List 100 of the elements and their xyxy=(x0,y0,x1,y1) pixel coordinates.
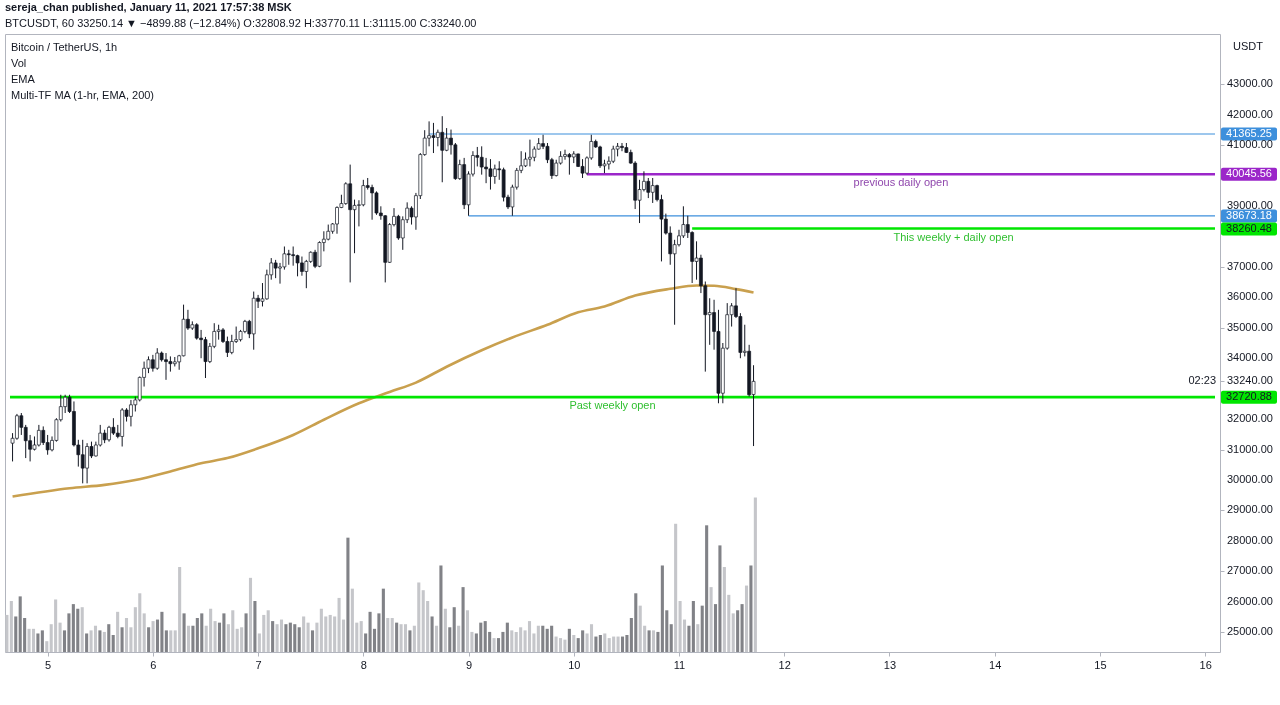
y-tick-label: 41000.00 xyxy=(1227,138,1273,151)
annotation: EMA xyxy=(11,73,36,85)
bar xyxy=(647,630,651,652)
bar xyxy=(284,624,288,652)
bar xyxy=(27,628,31,652)
bar xyxy=(744,585,749,652)
x-tick-label: 10 xyxy=(568,658,581,671)
bar xyxy=(71,604,75,652)
series-label: This weekly + daily open xyxy=(893,230,1014,243)
candlestick xyxy=(229,334,234,355)
y-axis-title: USDT xyxy=(1233,40,1264,52)
bar xyxy=(527,621,532,652)
y-tick-label: 43000.00 xyxy=(1227,77,1273,90)
y-tick-label: 37000.00 xyxy=(1227,259,1273,272)
text: Bitcoin / TetherUS, 1h xyxy=(11,41,118,53)
bar xyxy=(465,610,470,652)
bar xyxy=(266,610,270,652)
bar xyxy=(191,625,195,652)
bar xyxy=(138,593,142,652)
bar xyxy=(603,633,607,652)
bar xyxy=(89,630,93,652)
candlestick xyxy=(80,439,85,484)
bar xyxy=(550,625,554,652)
bar xyxy=(240,627,244,652)
line-series xyxy=(11,284,755,498)
bar xyxy=(213,621,217,652)
bar xyxy=(722,567,726,652)
series-label: previous daily open xyxy=(853,176,949,189)
bar xyxy=(572,635,576,652)
bar xyxy=(231,610,235,652)
data-label: 40045.56 xyxy=(1226,167,1272,180)
bar xyxy=(616,636,620,652)
bar xyxy=(399,624,403,652)
bar xyxy=(5,614,9,652)
bar xyxy=(302,616,306,652)
x-tick-label: 11 xyxy=(673,658,686,671)
bar xyxy=(439,565,443,652)
x-tick-label: 9 xyxy=(465,658,473,671)
bar xyxy=(271,621,275,652)
text: BTCUSDT, 60 33250.14 ▼ −4899.88 (−12.84%) O:32808.92 H:33770.11 L:31115.00 C:33240.00 xyxy=(5,17,477,29)
bar xyxy=(687,625,691,652)
bar xyxy=(554,636,558,652)
bar xyxy=(364,633,368,652)
bar xyxy=(612,636,616,652)
series-label: Past weekly open xyxy=(569,399,656,412)
bar xyxy=(182,613,186,652)
bar xyxy=(18,596,22,652)
bar xyxy=(536,625,540,652)
data-label: 41365.25 xyxy=(1226,127,1272,139)
bar xyxy=(288,622,292,652)
bar xyxy=(408,630,412,652)
bar xyxy=(222,613,226,652)
bar xyxy=(279,619,284,652)
bar xyxy=(660,565,664,652)
bar xyxy=(319,608,323,652)
bar xyxy=(31,628,36,652)
data-label: 38260.48 xyxy=(1226,221,1272,234)
bar xyxy=(479,622,483,652)
bar xyxy=(705,525,709,652)
bar xyxy=(691,601,695,652)
y-tick-label: 26000.00 xyxy=(1227,594,1273,607)
candlestick xyxy=(650,177,655,204)
data-label: 32720.88 xyxy=(1226,390,1272,403)
bar xyxy=(178,567,182,652)
data-label: 38673.18 xyxy=(1226,208,1272,221)
bar xyxy=(124,618,129,652)
y-tick-label: 30000.00 xyxy=(1227,473,1273,485)
bar xyxy=(651,630,656,652)
bar xyxy=(297,627,301,652)
y-tick-label: 39000.00 xyxy=(1227,199,1273,211)
y-tick-label: 27000.00 xyxy=(1227,564,1273,577)
bar xyxy=(678,601,682,652)
bar xyxy=(620,636,625,652)
bar xyxy=(169,630,173,652)
bar xyxy=(142,613,146,652)
annotation: Multi-TF MA (1-hr, EMA, 200) xyxy=(11,89,155,101)
bar xyxy=(581,630,585,652)
bar xyxy=(111,635,115,652)
candlestick xyxy=(291,245,296,267)
bar xyxy=(67,613,71,652)
bar xyxy=(14,616,18,652)
bar xyxy=(76,608,80,652)
bar xyxy=(58,622,62,652)
bar xyxy=(718,545,722,652)
bar xyxy=(386,618,390,652)
bar xyxy=(567,628,571,652)
y-tick-label: 31000.00 xyxy=(1227,442,1273,455)
bar xyxy=(359,621,363,652)
x-tick-label: 13 xyxy=(883,658,897,671)
bar xyxy=(98,630,102,652)
bar xyxy=(164,630,168,652)
bar xyxy=(731,613,735,652)
bar xyxy=(244,613,248,652)
y-tick-label: 33240.00 xyxy=(1227,374,1273,387)
bar xyxy=(54,599,58,652)
bar xyxy=(514,631,518,652)
bar xyxy=(483,621,487,652)
annotation: Vol xyxy=(11,57,27,69)
bar xyxy=(501,631,505,652)
bar xyxy=(669,624,673,652)
